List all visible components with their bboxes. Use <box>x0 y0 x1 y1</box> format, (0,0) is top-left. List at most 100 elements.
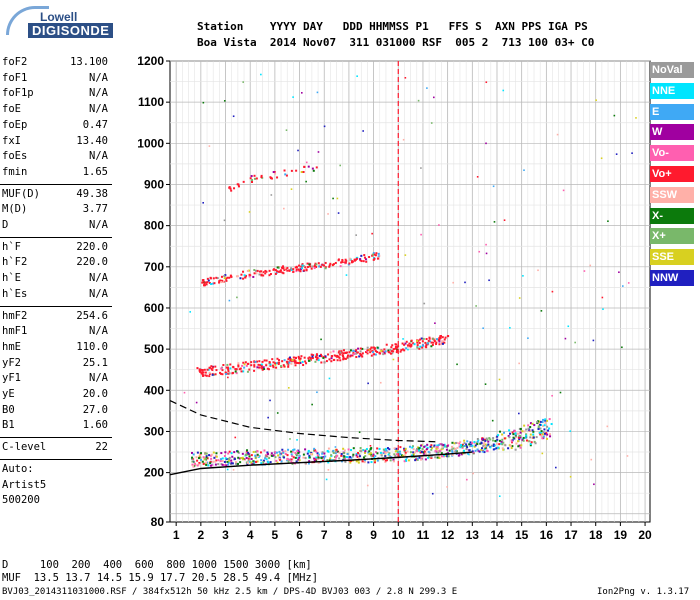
echo-point <box>245 364 248 367</box>
echo-point <box>214 463 217 466</box>
echo-point <box>348 262 351 265</box>
echo-point <box>233 187 236 190</box>
param-name: yF2 <box>2 356 21 369</box>
echo-point <box>540 435 543 438</box>
echo-point <box>206 281 209 284</box>
echo-point <box>228 372 231 375</box>
footer-version: Ion2Png v. 1.3.17 <box>597 587 690 597</box>
echo-point <box>293 360 296 363</box>
echo-point <box>290 460 293 463</box>
echo-point <box>481 438 484 441</box>
echo-point <box>199 453 202 456</box>
echo-point <box>235 372 238 375</box>
echo-point <box>298 456 301 459</box>
echo-point <box>326 459 329 462</box>
echo-point <box>427 456 430 459</box>
echo-point <box>433 340 436 343</box>
echo-point <box>286 457 289 460</box>
echo-point <box>420 337 423 340</box>
echo-point <box>384 447 387 450</box>
echo-point <box>318 456 321 459</box>
echo-point <box>507 447 510 450</box>
echo-point <box>466 440 469 443</box>
echo-point <box>207 279 210 282</box>
echo-point <box>274 172 277 175</box>
echo-point <box>250 457 253 460</box>
echo-point <box>202 280 205 283</box>
echo-point <box>404 447 407 450</box>
echo-point <box>264 455 267 458</box>
echo-point <box>403 343 406 346</box>
echo-point <box>542 424 545 427</box>
echo-point <box>409 451 412 454</box>
echo-point <box>205 283 208 286</box>
echo-point <box>272 171 275 174</box>
echo-point <box>414 459 417 462</box>
echo-point <box>338 353 341 356</box>
echo-point <box>240 457 243 460</box>
echo-point <box>501 447 504 450</box>
echo-point <box>430 456 433 459</box>
echo-point <box>277 454 280 457</box>
echo-point <box>520 444 523 447</box>
echo-point <box>354 258 357 261</box>
echo-point <box>229 363 232 366</box>
echo-point <box>452 447 455 450</box>
echo-point <box>233 456 236 459</box>
echo-point <box>198 369 201 372</box>
noise-point <box>602 308 604 311</box>
echo-point <box>535 436 538 439</box>
echo-point <box>305 362 308 365</box>
echo-point <box>262 459 265 462</box>
echo-point <box>306 262 309 265</box>
echo-point <box>493 448 496 451</box>
echo-point <box>508 436 511 439</box>
echo-point <box>363 451 366 454</box>
echo-point <box>429 340 432 343</box>
echo-point <box>378 447 381 450</box>
echo-point <box>340 351 343 354</box>
x-tick-label: 5 <box>272 528 279 542</box>
echo-point <box>473 445 476 448</box>
noise-point <box>518 297 521 299</box>
echo-point <box>245 450 248 453</box>
echo-point <box>251 462 254 465</box>
echo-point <box>252 462 255 465</box>
echo-point <box>256 366 259 369</box>
echo-point <box>382 448 385 451</box>
noise-point <box>228 299 231 302</box>
param-value: N/A <box>89 219 108 231</box>
echo-point <box>283 269 286 272</box>
echo-point <box>308 356 311 359</box>
echo-point <box>330 357 333 360</box>
header-labels: Station YYYY DAY DDD HHMMSS P1 FFS S AXN… <box>197 20 588 33</box>
echo-point <box>217 459 220 462</box>
echo-point <box>495 442 498 445</box>
noise-point <box>404 77 407 79</box>
echo-point <box>242 277 245 280</box>
echo-point <box>366 346 369 349</box>
echo-point <box>291 455 294 458</box>
echo-point <box>480 447 483 450</box>
echo-point <box>213 456 216 459</box>
echo-point <box>485 437 488 440</box>
echo-point <box>315 263 318 266</box>
noise-point <box>285 129 288 131</box>
echo-point <box>418 456 421 459</box>
echo-point <box>494 439 497 442</box>
param-value: N/A <box>89 287 108 300</box>
noise-point <box>208 145 211 147</box>
noise-point <box>491 419 494 422</box>
echo-point <box>230 452 233 455</box>
echo-point <box>334 452 337 455</box>
echo-point <box>320 457 323 460</box>
noise-point <box>290 188 293 190</box>
echo-point <box>307 357 310 360</box>
echo-point <box>403 460 406 463</box>
x-tick-label: 8 <box>346 528 353 542</box>
echo-point <box>214 373 217 376</box>
echo-point <box>277 457 280 460</box>
echo-point <box>208 372 211 375</box>
param-name: hmF1 <box>2 325 28 338</box>
echo-point <box>210 283 213 286</box>
